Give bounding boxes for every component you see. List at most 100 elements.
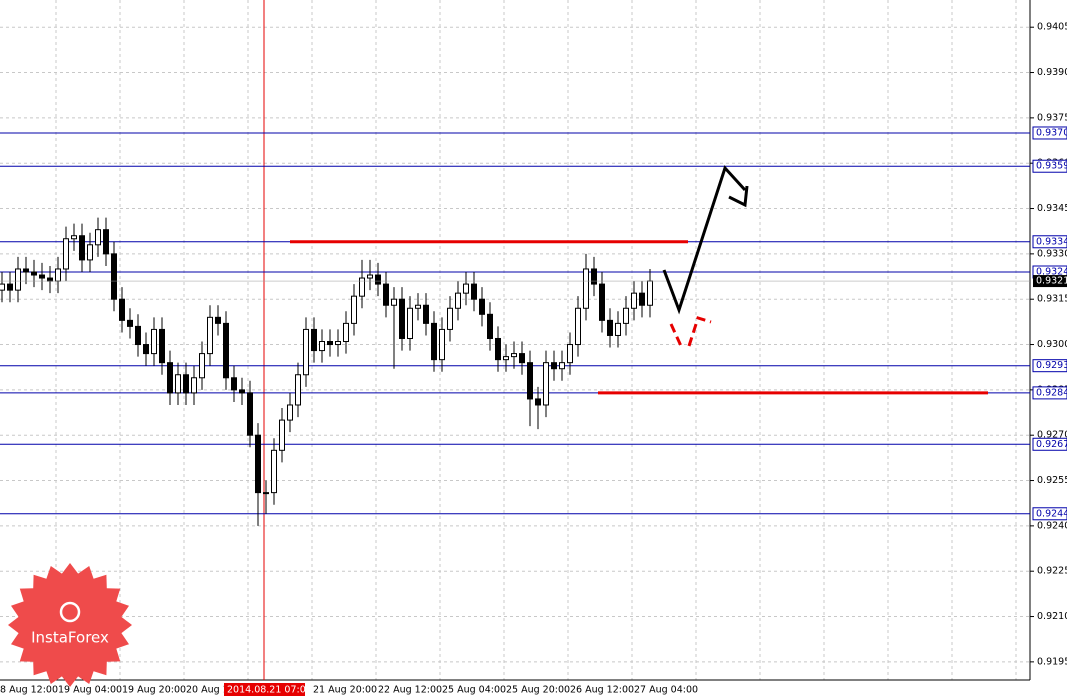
candle-body [103, 229, 109, 255]
candle-body [159, 328, 165, 364]
logo-text: InstaForex [31, 629, 109, 647]
level-label-box [1032, 126, 1067, 140]
level-label: 0.9293 [1036, 360, 1067, 371]
y-tick-label: 0.9345 [1037, 203, 1067, 214]
candle-body [271, 449, 277, 494]
candle-body [143, 344, 149, 355]
candle-body [583, 268, 589, 309]
candle-body [431, 322, 437, 361]
candle-body [527, 362, 533, 400]
candle-body [383, 283, 389, 306]
candle-body [519, 353, 525, 364]
candle-body [191, 377, 197, 394]
level-label: 0.9334 [1036, 236, 1067, 247]
y-tick-label: 0.9300 [1037, 339, 1067, 350]
x-tick-label: 25 Aug 04:00 [442, 685, 506, 696]
candle-body [375, 274, 381, 285]
x-tick-label: 21 Aug 20:00 [313, 685, 377, 696]
candle-body [503, 356, 509, 361]
candle-body [303, 328, 309, 376]
candle-body [239, 389, 245, 394]
y-tick-label: 0.9240 [1037, 520, 1067, 531]
candle-body [263, 492, 269, 495]
candle-body [447, 307, 453, 330]
candle-body [207, 316, 213, 355]
current-price-box [1033, 275, 1067, 288]
candle-body [335, 341, 341, 346]
x-tick-label: 26 Aug 12:00 [570, 685, 634, 696]
candle-body [639, 292, 645, 306]
candle-body [471, 283, 477, 300]
x-tick-label: 8 Aug 12:00 [0, 685, 58, 696]
level-label-box [1032, 359, 1067, 373]
bull-arrow-head [728, 185, 749, 208]
candle-body [247, 392, 253, 436]
level-label: 0.9284 [1036, 387, 1067, 398]
candle-body [535, 398, 541, 406]
candle-body [543, 362, 549, 406]
bull-arrow [662, 165, 747, 315]
candle-body [255, 434, 261, 494]
candle-body [167, 362, 173, 394]
level-label-box [1032, 507, 1067, 521]
candle-body [7, 283, 13, 291]
level-label: 0.9244 [1036, 508, 1067, 519]
level-label-box [1032, 235, 1067, 249]
candle-body [63, 238, 69, 270]
candle-body [119, 298, 125, 321]
candle-body [79, 235, 85, 261]
candle-body [367, 274, 373, 279]
y-tick-label: 0.9390 [1037, 67, 1067, 78]
candle-body [0, 283, 5, 291]
candle-body [607, 319, 613, 336]
y-tick-label: 0.9405 [1037, 22, 1067, 33]
x-tick-label: 19 Aug 04:00 [58, 685, 122, 696]
level-label: 0.9370 [1036, 127, 1067, 138]
candle-body [135, 325, 141, 346]
y-tick-label: 0.9225 [1037, 566, 1067, 577]
level-label-box [1032, 437, 1067, 451]
candle-body [215, 316, 221, 324]
candle-body [455, 292, 461, 309]
crosshair-label-box [224, 683, 305, 696]
candle-body [423, 304, 429, 324]
candle-body [127, 319, 133, 327]
x-tick-label: 20 Aug 1 [186, 685, 229, 696]
candle-body [199, 353, 205, 379]
candle-body [567, 344, 573, 364]
candle-body [463, 283, 469, 294]
candle-body [55, 268, 61, 282]
candle-body [439, 328, 445, 361]
candle-body [479, 298, 485, 315]
y-tick-label: 0.9330 [1037, 248, 1067, 259]
candle-body [487, 313, 493, 339]
candle-body [495, 337, 501, 361]
candle-body [343, 322, 349, 343]
candle-body [23, 268, 29, 273]
bear-arrow-head [687, 316, 712, 347]
current-price-label: 0.9321 [1036, 276, 1067, 287]
candle-body [47, 277, 53, 282]
candle-body [231, 377, 237, 391]
candle-body [15, 268, 21, 291]
candle-body [647, 280, 653, 306]
candle-body [415, 304, 421, 309]
x-tick-label: 25 Aug 20:00 [506, 685, 570, 696]
y-tick-label: 0.9315 [1037, 294, 1067, 305]
y-tick-label: 0.9270 [1037, 430, 1067, 441]
candle-body [71, 235, 77, 240]
bear-arrow [669, 323, 683, 347]
candle-body [151, 328, 157, 355]
candle-body [407, 307, 413, 339]
candle-body [631, 292, 637, 309]
y-tick-label: 0.9195 [1037, 656, 1067, 667]
x-tick-label: 27 Aug 04:00 [634, 685, 698, 696]
y-tick-label: 0.9255 [1037, 475, 1067, 486]
x-tick-label: 19 Aug 20:00 [122, 685, 186, 696]
logo: InstaForex [8, 563, 132, 687]
candle-body [391, 298, 397, 306]
level-label: 0.9324 [1036, 267, 1067, 278]
candle-body [31, 271, 37, 276]
level-label-box [1032, 159, 1067, 173]
